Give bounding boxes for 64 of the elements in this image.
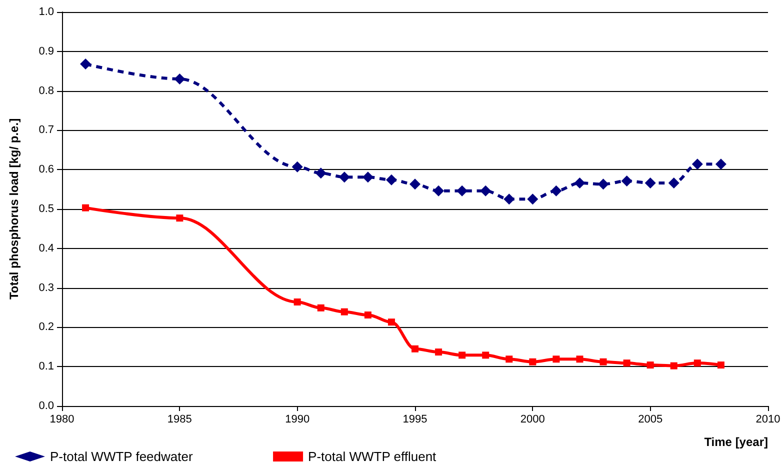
x-tick-label: 1990 — [285, 414, 310, 426]
y-tick-label: 0.5 — [38, 203, 54, 215]
point — [646, 362, 654, 369]
point — [82, 204, 90, 212]
point — [364, 311, 372, 318]
point — [527, 194, 538, 205]
x-tick-label: 2000 — [520, 414, 545, 426]
y-tick-label: 0.3 — [38, 282, 54, 294]
y-tick-label: 0.1 — [38, 360, 54, 373]
point — [550, 185, 562, 196]
point — [504, 194, 515, 205]
x-tick-label: 1980 — [50, 414, 74, 426]
point — [410, 178, 420, 190]
point — [338, 172, 350, 183]
point — [433, 185, 444, 196]
point — [668, 177, 680, 188]
point — [317, 304, 324, 312]
point — [80, 58, 92, 70]
point — [176, 214, 184, 222]
point — [315, 168, 326, 179]
y-tick-label: 0.9 — [38, 45, 54, 58]
x-tick-label: 2010 — [756, 414, 780, 426]
point — [480, 185, 492, 196]
point — [621, 176, 632, 187]
point — [576, 356, 584, 363]
point — [529, 358, 536, 366]
point — [458, 352, 466, 359]
point — [174, 73, 186, 84]
x-axis-title: Time [year] — [704, 435, 768, 449]
y-axis-title: Total phosphorus load [kg/ p.e.] — [7, 118, 21, 300]
point — [694, 360, 701, 367]
point — [598, 178, 609, 190]
point — [294, 298, 301, 306]
point — [386, 174, 397, 186]
legend-label: P-total WWTP feedwater — [50, 449, 194, 464]
y-tick-label: 0.8 — [38, 84, 54, 97]
y-tick-label: 0.4 — [38, 242, 54, 254]
point — [456, 185, 468, 196]
point — [600, 358, 607, 366]
point — [340, 308, 348, 316]
point — [388, 318, 395, 326]
y-tick-label: 0.6 — [38, 164, 54, 176]
point — [292, 161, 303, 172]
x-tick-label: 1995 — [402, 414, 428, 426]
y-tick-label: 0.2 — [38, 321, 54, 334]
x-tick-label: 1985 — [167, 414, 192, 426]
point — [482, 352, 490, 359]
point — [692, 158, 703, 170]
point — [506, 356, 513, 363]
point — [715, 158, 726, 170]
point — [435, 348, 442, 356]
x-tick-label: 2005 — [638, 414, 663, 426]
point — [412, 345, 418, 352]
point — [670, 362, 678, 370]
point — [644, 177, 656, 188]
y-tick-label: 1.0 — [38, 6, 54, 18]
point — [362, 172, 374, 183]
y-tick-label: 0.0 — [38, 400, 54, 412]
point — [623, 360, 630, 367]
point — [717, 362, 724, 369]
point — [552, 356, 560, 363]
legend-label: P-total WWTP effluent — [308, 449, 437, 464]
y-tick-label: 0.7 — [38, 124, 54, 136]
point — [574, 177, 586, 188]
